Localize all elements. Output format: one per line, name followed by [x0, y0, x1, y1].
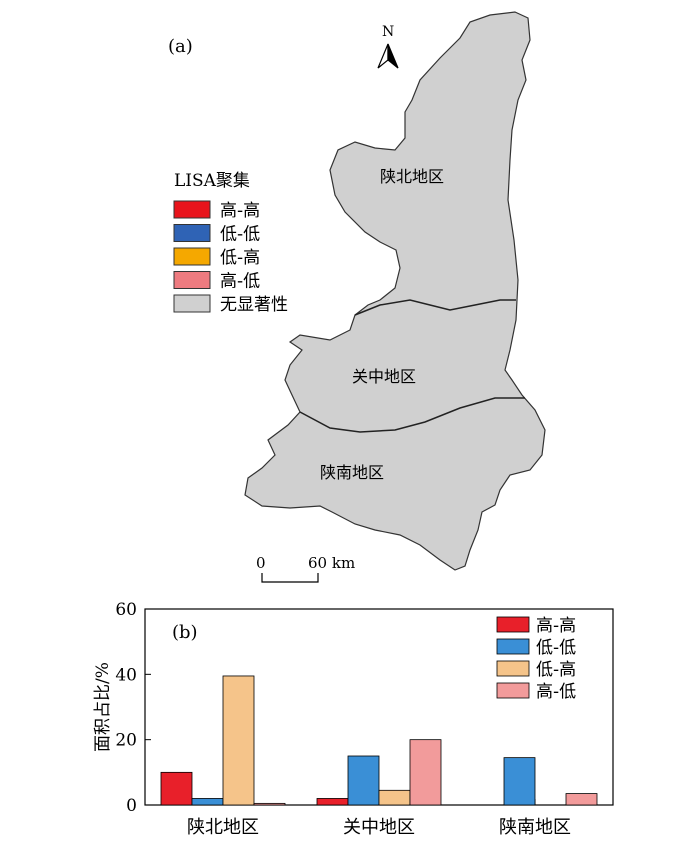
legend-swatch-0: [173, 200, 211, 219]
bar: [565, 793, 598, 806]
bar: [253, 802, 286, 806]
y-tick-label: 40: [115, 665, 137, 685]
chart-legend-swatch-0: [496, 616, 530, 633]
chart-legend-label-2: 低-高: [536, 660, 576, 680]
bar: [160, 771, 193, 806]
legend-label-2: 低-高: [220, 248, 260, 268]
north-arrow-icon: N: [377, 24, 399, 69]
x-tick-label: 陕南地区: [499, 817, 571, 838]
bar: [409, 739, 442, 806]
x-tick-label: 关中地区: [343, 817, 415, 838]
scale-start: 0: [256, 554, 266, 572]
bar: [378, 789, 411, 806]
chart-legend-label-3: 高-低: [536, 682, 576, 702]
y-axis-label: 面积占比/%: [93, 662, 113, 752]
chart-legend-swatch-3: [496, 682, 530, 699]
scale-bar: 0 60 km: [256, 554, 355, 583]
province-outline: [244, 11, 546, 571]
y-tick-label: 0: [126, 796, 137, 816]
boundary-north-central: [354, 299, 516, 316]
legend-swatch-4: [173, 294, 211, 313]
x-axis: 陕北地区 关中地区 陕南地区: [187, 799, 571, 838]
legend-title: LISA聚集: [174, 171, 250, 191]
scale-end: 60 km: [308, 554, 355, 572]
bar: [503, 757, 536, 806]
province-map: [244, 11, 546, 571]
legend-label-3: 高-低: [220, 272, 260, 292]
bar: [222, 675, 255, 806]
region-label-south: 陕南地区: [320, 463, 384, 482]
chart-legend-label-0: 高-高: [536, 616, 576, 636]
region-label-north: 陕北地区: [380, 167, 444, 186]
region-label-central: 关中地区: [352, 367, 416, 386]
boundary-central-south: [299, 397, 525, 433]
chart-legend-swatch-2: [496, 660, 530, 677]
map-panel-label: (a): [168, 36, 193, 57]
map-panel: (a): [168, 11, 546, 583]
y-tick-label: 20: [115, 731, 137, 751]
legend-swatch-1: [173, 224, 211, 242]
bar-series: [160, 675, 598, 806]
bar: [316, 798, 349, 806]
legend-label-1: 低-低: [220, 225, 260, 245]
chart-panel-label: (b): [172, 622, 198, 643]
x-tick-label: 陕北地区: [187, 817, 259, 838]
bar: [191, 798, 224, 806]
chart-panel: (b) 面积占比/% 0 20 40 60 陕北地区 关中地区 陕南地区 高-高低-低低-…: [93, 600, 614, 838]
legend-swatch-3: [173, 271, 211, 289]
bar: [347, 755, 380, 806]
y-axis: 0 20 40 60: [115, 600, 151, 816]
chart-legend-swatch-1: [496, 638, 530, 655]
y-tick-label: 60: [115, 600, 137, 620]
chart-legend: 高-高低-低低-高高-低: [496, 616, 576, 702]
legend-label-4: 无显著性: [220, 295, 288, 315]
north-label: N: [382, 24, 394, 40]
legend-swatch-2: [173, 247, 211, 266]
legend-label-0: 高-高: [220, 201, 260, 221]
chart-legend-label-1: 低-低: [536, 638, 576, 658]
